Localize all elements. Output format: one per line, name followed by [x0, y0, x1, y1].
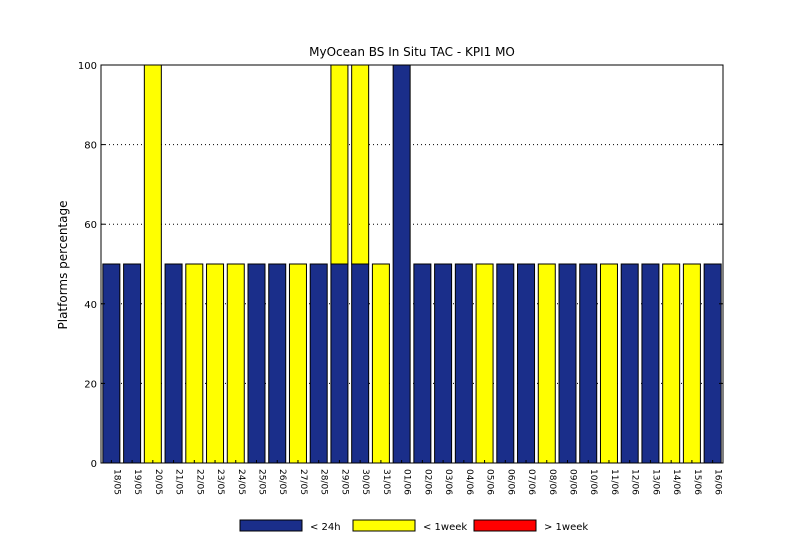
legend-swatch: [352, 519, 416, 532]
x-tick-label: 07/06: [526, 469, 536, 495]
x-tick-label: 08/06: [547, 469, 557, 495]
x-ticks: 18/05 19/05 20/05 21/05 22/05 23/05 24/05 25/05…: [110, 460, 723, 495]
bar: [330, 263, 349, 464]
bar: [371, 263, 390, 464]
x-tick-label: 24/05: [236, 469, 246, 495]
bar: [123, 263, 142, 464]
bar: [599, 263, 618, 464]
legend-swatch: [473, 519, 537, 532]
bar: [288, 263, 307, 464]
x-tick-label: 15/06: [692, 469, 702, 495]
bar: [351, 263, 370, 464]
bar: [330, 64, 349, 265]
x-tick-label: 05/06: [485, 469, 495, 495]
bar: [413, 263, 432, 464]
x-tick-label: 23/05: [215, 469, 225, 495]
bar: [143, 64, 162, 464]
x-tick-label: 25/05: [257, 469, 267, 495]
x-tick-label: 30/05: [360, 469, 370, 495]
x-tick-label: 26/05: [277, 469, 287, 495]
x-tick-label: 10/06: [588, 469, 598, 495]
x-tick-label: 27/05: [298, 469, 308, 495]
bar: [620, 263, 639, 464]
x-tick-label: 31/05: [381, 469, 391, 495]
bar: [454, 263, 473, 464]
bar: [517, 263, 536, 464]
bar: [475, 263, 494, 464]
x-tick-label: 29/05: [339, 469, 349, 495]
bar: [226, 263, 245, 464]
x-tick-label: 14/06: [671, 469, 681, 495]
x-tick-label: 22/05: [194, 469, 204, 495]
y-tick-label: 20: [84, 379, 97, 390]
bar: [662, 263, 681, 464]
x-tick-label: 02/06: [422, 469, 432, 495]
y-tick-label: 40: [84, 300, 97, 311]
x-tick-label: 09/06: [568, 469, 578, 495]
x-tick-label: 12/06: [630, 469, 640, 495]
bars: [102, 64, 722, 464]
plot-frame: [100, 64, 724, 464]
bar: [206, 263, 225, 464]
bar: [558, 263, 577, 464]
bar: [185, 263, 204, 464]
bar: [392, 64, 411, 464]
x-tick-label: 16/06: [713, 469, 723, 495]
bar: [309, 263, 328, 464]
x-tick-label: 06/06: [505, 469, 515, 495]
x-tick-label: 03/06: [443, 469, 453, 495]
x-tick-label: 01/06: [402, 469, 412, 495]
bar: [496, 263, 515, 464]
bar: [579, 263, 598, 464]
bar: [641, 263, 660, 464]
x-tick-label: 20/05: [153, 469, 163, 495]
bar: [682, 263, 701, 464]
y-tick-label: 60: [84, 220, 97, 231]
x-tick-label: 19/05: [132, 469, 142, 495]
bar: [268, 263, 287, 464]
legend-label: > 1week: [544, 522, 588, 533]
y-tick-label: 0: [91, 459, 97, 470]
y-ticks: 0 20 40 60 80 100: [78, 61, 723, 470]
x-tick-label: 21/05: [174, 469, 184, 495]
bar: [351, 64, 370, 265]
legend-swatch: [239, 519, 303, 532]
x-tick-label: 13/06: [650, 469, 660, 495]
bar: [247, 263, 266, 464]
x-tick-label: 04/06: [464, 469, 474, 495]
x-tick-label: 11/06: [609, 469, 619, 495]
x-tick-label: 28/05: [319, 469, 329, 495]
chart-title: MyOcean BS In Situ TAC - KPI1 MO: [309, 45, 515, 59]
legend-label: < 24h: [310, 522, 341, 533]
y-axis-label: Platforms percentage: [56, 201, 70, 330]
bar: [537, 263, 556, 464]
bar: [434, 263, 453, 464]
y-tick-label: 80: [84, 141, 97, 152]
y-tick-label: 100: [78, 61, 97, 72]
bar: [102, 263, 121, 464]
legend-label: < 1week: [423, 522, 467, 533]
x-tick-label: 18/05: [111, 469, 121, 495]
bar: [703, 263, 722, 464]
legend: < 24h < 1week > 1week: [239, 519, 588, 533]
bar: [164, 263, 183, 464]
